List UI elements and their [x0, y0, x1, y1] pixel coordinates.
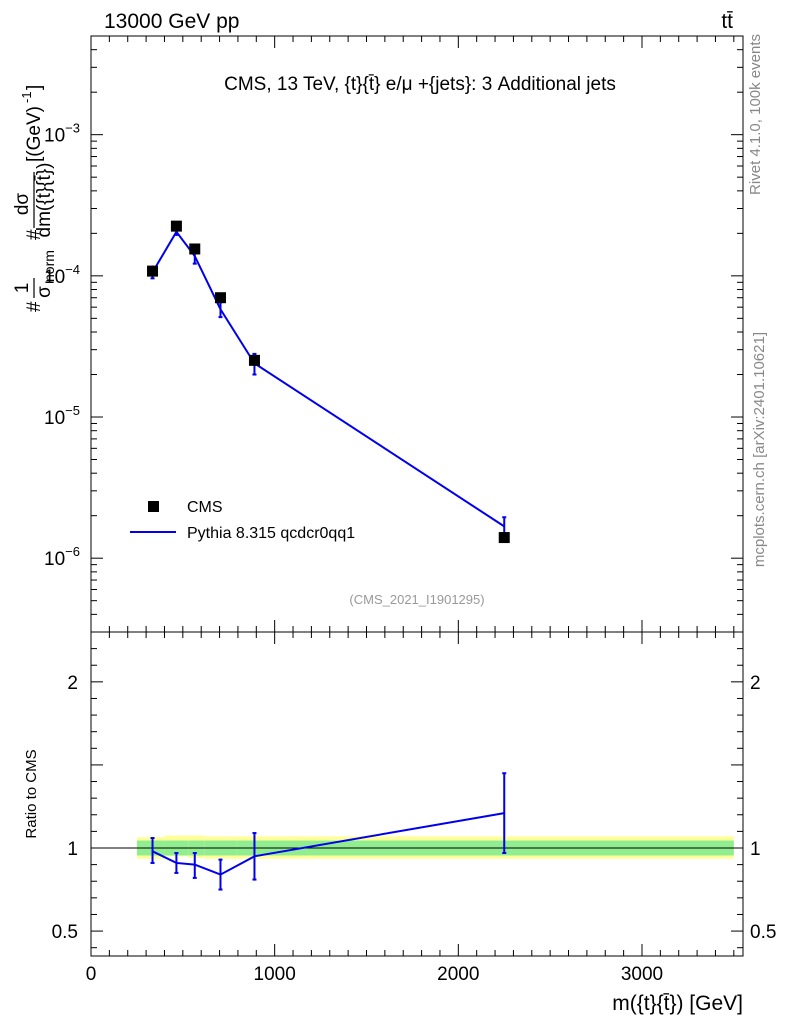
- svg-text:#: #: [24, 301, 45, 312]
- ratio-plot-frame: [90, 631, 744, 957]
- header-left: 13000 GeV pp: [104, 10, 239, 33]
- x-tick-label: 3000: [621, 964, 663, 985]
- ratio-plot-data: [150, 772, 507, 891]
- y-tick-label: 10−3: [44, 121, 80, 147]
- y-tick-label: 10−5: [44, 403, 80, 429]
- plot-title: CMS, 13 TeV, {t}{t̄} e/μ +{jets}: 3 Addi…: [224, 74, 616, 95]
- ylabel-tail: [(GeV): [24, 106, 45, 162]
- cms-marker: [248, 354, 260, 366]
- legend-marker-cms: [148, 501, 159, 512]
- ylabel-num1: 1: [12, 283, 33, 294]
- legend-label-cms: CMS: [187, 499, 223, 516]
- ratio-y-tick-label-right: 1: [750, 839, 761, 860]
- legend: CMS Pythia 8.315 qcdcr0qq1: [130, 499, 355, 542]
- main-plot-frame: [90, 35, 744, 633]
- cms-marker: [214, 292, 226, 304]
- ylabel-den2: dm({t}{t̄}): [34, 163, 55, 238]
- ratio-y-tick-label-right: 0.5: [750, 922, 776, 943]
- ratio-y-tick-label-left: 2: [67, 673, 78, 694]
- ratio-y-tick-label-left: 1: [67, 839, 78, 860]
- ratio-y-tick-label-right: 2: [750, 673, 761, 694]
- rivet-label: Rivet 4.1.0, 100k events: [747, 34, 764, 195]
- main-plot-data: [147, 220, 510, 544]
- pythia-line: [151, 230, 505, 528]
- x-tick-label: 1000: [254, 964, 296, 985]
- ratio-y-axis-label: Ratio to CMS: [23, 749, 40, 838]
- ylabel-tail-sup: -1: [19, 91, 34, 103]
- y-tick-label: 10−6: [44, 544, 80, 570]
- ylabel-den1-sub: norm: [41, 250, 57, 282]
- cms-marker: [147, 265, 159, 277]
- cms-marker: [189, 243, 201, 255]
- ratio-uncertainty-bands: [136, 835, 734, 859]
- x-axis-label: m({t}{t̄}) [GeV]: [612, 992, 743, 1015]
- ylabel-tail-end: ]: [24, 85, 45, 90]
- ylabel-hash1: #: [24, 301, 45, 312]
- legend-label-pythia: Pythia 8.315 qcdcr0qq1: [187, 525, 355, 542]
- header-right: tt̄: [721, 10, 733, 33]
- cms-marker: [498, 532, 510, 544]
- ylabel-den1: σ: [34, 286, 55, 298]
- ratio-y-tick-label-left: 0.5: [52, 922, 78, 943]
- ratio-line: [152, 812, 505, 876]
- x-tick-label: 0: [86, 964, 97, 985]
- cms-marker: [170, 220, 182, 232]
- axis-ticks: 0 1000 2000 3000 10−6 10−5 10−4 10−3 0.5 0.5 1 1 2 2: [44, 35, 776, 985]
- y-axis-label: # 1 σ norm # dσ dm({t}{t̄}) [(GeV) -1 ]: [12, 85, 57, 312]
- ylabel-hash2: #: [24, 229, 45, 240]
- ylabel-num2: dσ: [12, 193, 33, 216]
- analysis-watermark: (CMS_2021_I1901295): [349, 592, 484, 607]
- mcplots-label: mcplots.cern.ch [arXiv:2401.10621]: [751, 332, 768, 567]
- x-tick-label: 2000: [437, 964, 479, 985]
- y-tick-label: 10−4: [44, 262, 80, 288]
